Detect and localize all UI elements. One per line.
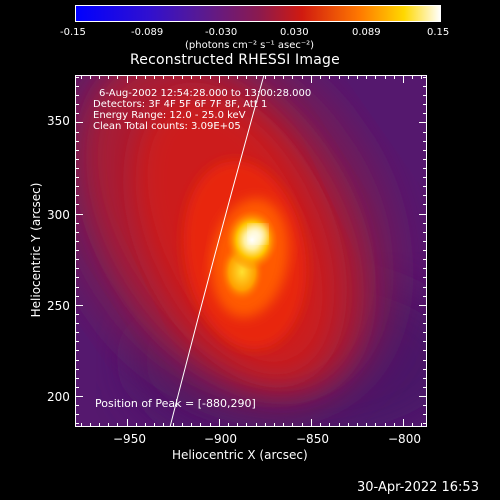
x-tick-label: −950 — [113, 432, 146, 446]
observation-info: 6-Aug-2002 12:54:28.000 to 13:00:28.000 … — [93, 88, 311, 132]
colorbar-tick-label: -0.030 — [205, 27, 238, 38]
colorbar — [75, 5, 441, 22]
colorbar-tick-label: 0.030 — [280, 27, 309, 38]
colorbar-tick-label: -0.089 — [131, 27, 164, 38]
time-range-text: 6-Aug-2002 12:54:28.000 to 13:00:28.000 — [99, 88, 312, 99]
y-axis-title: Heliocentric Y (arcsec) — [29, 182, 43, 318]
y-tick-label: 250 — [47, 299, 70, 313]
x-axis-title: Heliocentric X (arcsec) — [172, 448, 308, 462]
colorbar-tick-label: -0.15 — [60, 27, 86, 38]
energy-range-text: Energy Range: 12.0 - 25.0 keV — [93, 110, 246, 121]
x-tick-label: −800 — [388, 432, 421, 446]
colorbar-units-label: (photons cm⁻² s⁻¹ asec⁻²) — [185, 40, 315, 51]
x-tick-label: −850 — [296, 432, 329, 446]
colorbar-tick-label: 0.15 — [427, 27, 450, 38]
plot-title: Reconstructed RHESSI Image — [130, 52, 340, 68]
image-raster — [75, 75, 427, 427]
y-tick-label: 300 — [47, 208, 70, 222]
x-tick-label: −900 — [204, 432, 237, 446]
y-tick-label: 350 — [47, 114, 70, 128]
solar-limb-line — [169, 75, 265, 427]
colorbar-tick-label: 0.089 — [352, 27, 381, 38]
detectors-text: Detectors: 3F 4F 5F 6F 7F 8F, Att 1 — [93, 99, 268, 110]
peak-position-text: Position of Peak = [-880,290] — [95, 397, 256, 410]
y-tick-label: 200 — [47, 390, 70, 404]
timestamp: 30-Apr-2022 16:53 — [357, 480, 479, 495]
clean-counts-text: Clean Total counts: 3.09E+05 — [93, 121, 241, 132]
axis-ticks — [75, 75, 427, 427]
